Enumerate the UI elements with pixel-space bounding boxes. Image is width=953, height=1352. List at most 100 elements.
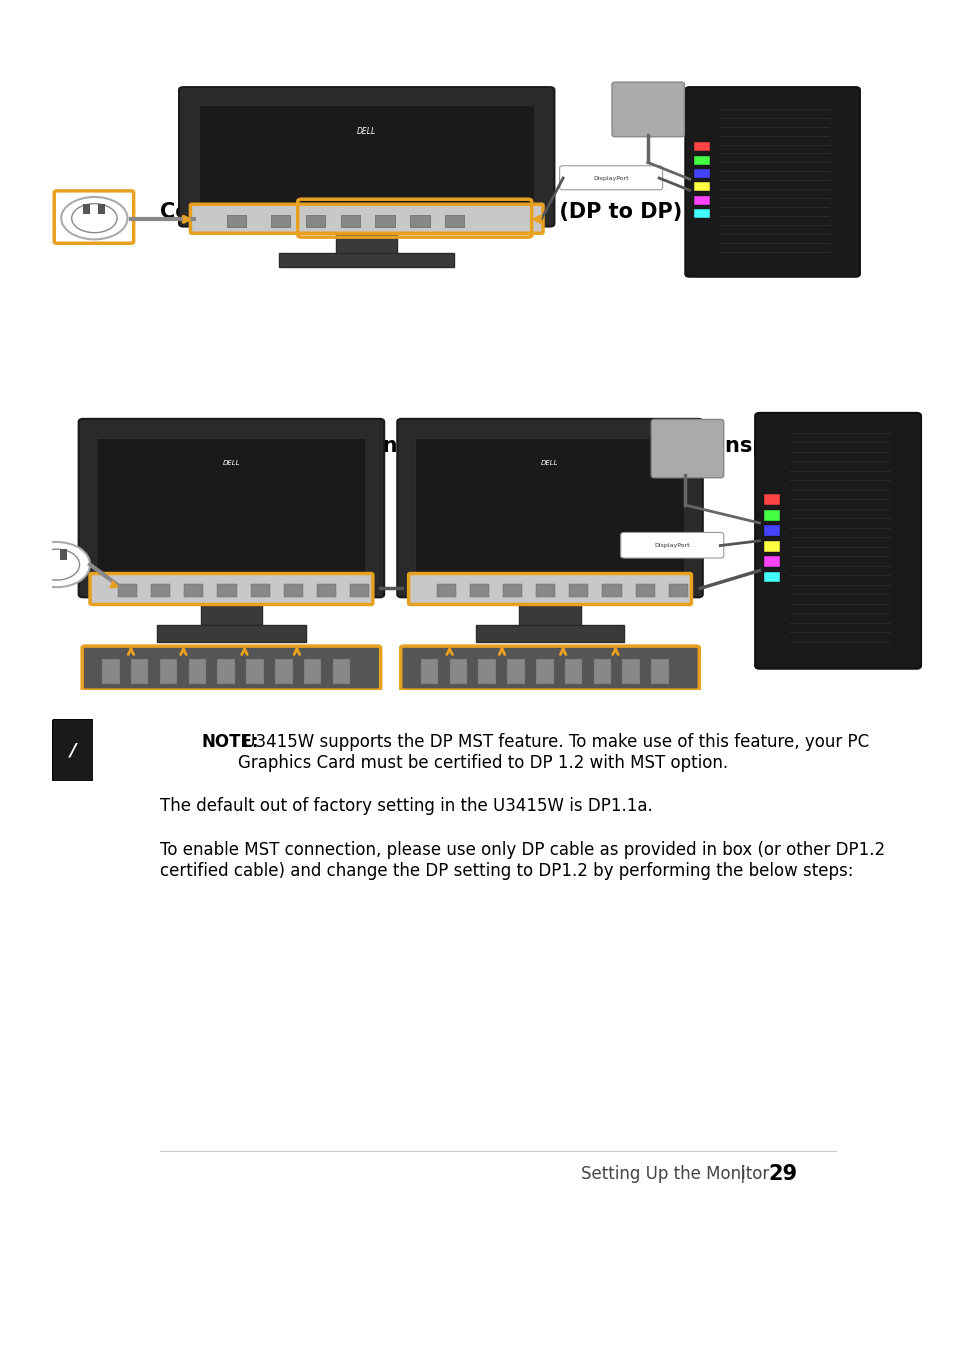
Bar [519,594,580,627]
Bar [305,215,324,227]
Bar [449,658,467,684]
Bar [131,658,149,684]
FancyBboxPatch shape [97,438,365,580]
Bar [316,584,335,598]
Bar [340,215,359,227]
Bar [694,142,709,151]
Bar [217,658,234,684]
Bar [601,584,621,598]
Bar [375,215,395,227]
Bar [304,658,321,684]
Text: DELL: DELL [222,461,240,466]
Circle shape [34,549,79,580]
Bar [569,584,588,598]
Text: To enable MST connection, please use only DP cable as provided in box (or other : To enable MST connection, please use onl… [160,841,884,880]
Bar [420,658,437,684]
Bar [98,204,105,214]
FancyBboxPatch shape [416,438,683,580]
FancyBboxPatch shape [408,573,691,604]
Bar [763,495,779,506]
Bar [651,658,668,684]
FancyBboxPatch shape [90,573,373,604]
FancyBboxPatch shape [684,87,859,277]
FancyBboxPatch shape [52,719,93,781]
FancyBboxPatch shape [191,204,542,234]
FancyBboxPatch shape [199,105,534,211]
Bar [476,625,623,642]
FancyBboxPatch shape [82,646,380,690]
Text: The default out of factory setting in the U3415W is DP1.1a.: The default out of factory setting in th… [160,798,652,815]
Bar [410,215,429,227]
Bar [271,215,290,227]
Circle shape [71,204,117,233]
Bar [246,658,263,684]
Bar [593,658,611,684]
Bar [46,549,52,560]
Text: |: | [739,1165,744,1183]
FancyBboxPatch shape [651,419,723,477]
Bar [157,625,305,642]
Bar [251,584,270,598]
Bar [151,584,171,598]
Bar [217,584,236,598]
Bar [279,253,454,268]
Bar [436,584,456,598]
Bar [694,155,709,165]
Bar [694,183,709,192]
Text: Setting Up the Monitor: Setting Up the Monitor [580,1165,769,1183]
Bar [694,210,709,218]
Bar [536,584,555,598]
Circle shape [61,197,128,239]
Bar [502,584,521,598]
Text: DELL: DELL [540,461,558,466]
Bar [536,658,553,684]
Bar [184,584,203,598]
FancyBboxPatch shape [396,419,702,598]
Bar [763,541,779,552]
Bar [763,556,779,566]
Bar [189,658,206,684]
Circle shape [24,542,90,587]
Bar [469,584,488,598]
Text: NOTE:: NOTE: [201,733,258,750]
Text: DELL: DELL [356,127,375,137]
Text: Connecting the monitor for DP Multi-Stream Transport (MST): Connecting the monitor for DP Multi-Stre… [160,437,878,456]
Text: function: function [160,464,257,484]
Bar [621,658,639,684]
FancyBboxPatch shape [179,87,554,227]
FancyBboxPatch shape [612,82,683,137]
Bar [350,584,369,598]
Bar [763,510,779,521]
Bar [507,658,524,684]
Text: /: / [70,741,76,760]
Bar [445,215,464,227]
Bar [335,223,396,254]
Text: DisplayPort: DisplayPort [654,544,689,548]
Bar [60,549,68,560]
FancyBboxPatch shape [755,412,920,669]
Bar [118,584,137,598]
Text: Connecting the black DisplayPort (DP to DP) cable: Connecting the black DisplayPort (DP to … [160,201,751,222]
Bar [478,658,496,684]
Bar [694,196,709,204]
Bar [564,658,581,684]
Text: U3415W supports the DP MST feature. To make use of this feature, your PC
Graphic: U3415W supports the DP MST feature. To m… [238,733,868,772]
Bar [283,584,303,598]
FancyBboxPatch shape [78,419,384,598]
Bar [333,658,350,684]
Text: 29: 29 [767,1164,797,1184]
Bar [274,658,293,684]
FancyBboxPatch shape [620,533,723,558]
Bar [160,658,177,684]
Bar [227,215,246,227]
Bar [201,594,262,627]
Bar [668,584,687,598]
Bar [635,584,654,598]
FancyBboxPatch shape [400,646,699,690]
Bar [694,169,709,178]
Bar [763,572,779,583]
Text: DisplayPort: DisplayPort [593,176,628,181]
Bar [763,526,779,535]
FancyBboxPatch shape [559,166,662,189]
Bar [83,204,90,214]
